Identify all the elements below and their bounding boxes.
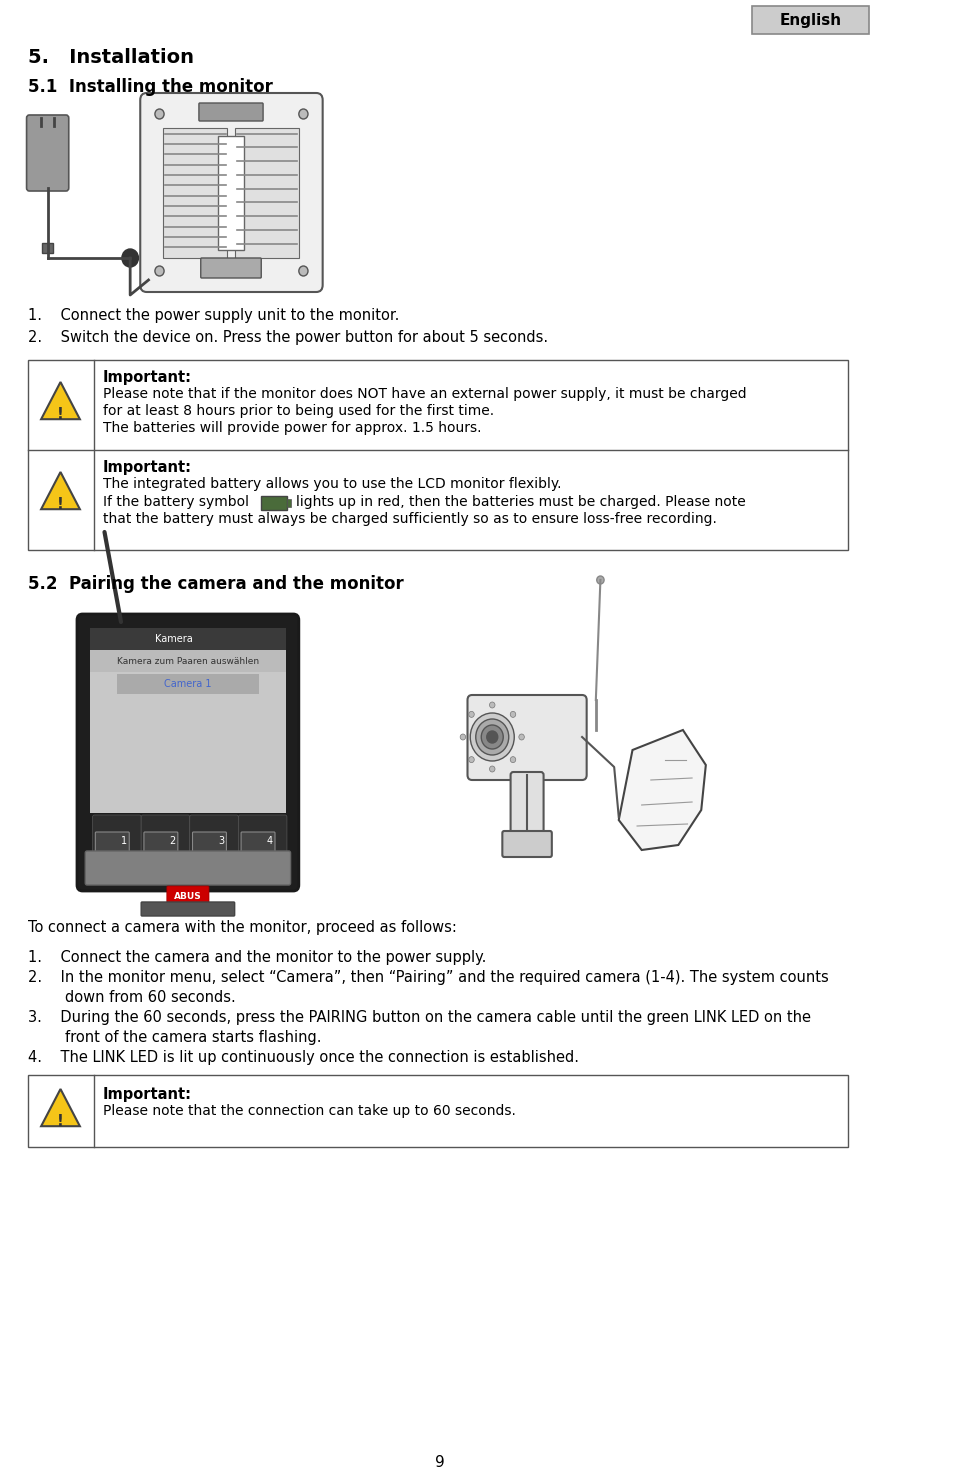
Circle shape [490, 703, 495, 708]
Circle shape [122, 249, 138, 267]
Circle shape [490, 766, 495, 772]
FancyBboxPatch shape [90, 813, 286, 868]
Circle shape [481, 725, 503, 748]
Polygon shape [41, 1089, 80, 1126]
Text: The batteries will provide power for approx. 1.5 hours.: The batteries will provide power for app… [103, 421, 481, 435]
FancyBboxPatch shape [144, 832, 178, 855]
FancyBboxPatch shape [141, 815, 190, 866]
Text: 4.    The LINK LED is lit up continuously once the connection is established.: 4. The LINK LED is lit up continuously o… [28, 1049, 579, 1066]
FancyBboxPatch shape [261, 496, 287, 511]
Circle shape [487, 731, 497, 742]
Polygon shape [41, 382, 80, 419]
Circle shape [511, 711, 516, 717]
FancyBboxPatch shape [218, 136, 244, 249]
Circle shape [470, 713, 515, 762]
FancyBboxPatch shape [90, 649, 286, 672]
Text: 2.    Switch the device on. Press the power button for about 5 seconds.: 2. Switch the device on. Press the power… [28, 331, 547, 345]
Text: 1: 1 [121, 835, 128, 846]
Text: ABUS: ABUS [174, 892, 202, 900]
FancyBboxPatch shape [752, 6, 869, 34]
Text: 2.    In the monitor menu, select “Camera”, then “Pairing” and the required came: 2. In the monitor menu, select “Camera”,… [28, 970, 828, 984]
Circle shape [468, 757, 474, 763]
Text: 9: 9 [435, 1455, 444, 1470]
FancyBboxPatch shape [234, 128, 299, 258]
FancyBboxPatch shape [201, 258, 261, 277]
Circle shape [597, 576, 604, 584]
Circle shape [460, 734, 466, 739]
FancyBboxPatch shape [193, 832, 227, 855]
Text: front of the camera starts flashing.: front of the camera starts flashing. [28, 1030, 321, 1045]
Circle shape [511, 757, 516, 763]
Circle shape [155, 266, 164, 276]
Text: !: ! [57, 1113, 64, 1129]
Text: Camera 1: Camera 1 [164, 679, 211, 689]
Text: Kamera: Kamera [156, 635, 193, 644]
Text: The integrated battery allows you to use the LCD monitor flexibly.: The integrated battery allows you to use… [103, 477, 562, 492]
Text: !: ! [57, 406, 64, 422]
Text: !: ! [57, 496, 64, 512]
Text: Important:: Important: [103, 461, 192, 475]
FancyBboxPatch shape [42, 244, 53, 252]
Text: To connect a camera with the monitor, proceed as follows:: To connect a camera with the monitor, pr… [28, 920, 456, 934]
Text: Kamera zum Paaren auswählen: Kamera zum Paaren auswählen [117, 657, 259, 666]
FancyBboxPatch shape [141, 902, 234, 917]
FancyBboxPatch shape [502, 831, 552, 858]
FancyBboxPatch shape [117, 675, 258, 694]
Text: 1.    Connect the power supply unit to the monitor.: 1. Connect the power supply unit to the … [28, 308, 398, 323]
Circle shape [299, 109, 308, 120]
Text: English: English [780, 12, 841, 28]
FancyBboxPatch shape [287, 499, 291, 506]
Text: 3: 3 [218, 835, 225, 846]
Text: that the battery must always be charged sufficiently so as to ensure loss-free r: that the battery must always be charged … [103, 512, 716, 525]
FancyBboxPatch shape [190, 815, 238, 866]
Text: 3.    During the 60 seconds, press the PAIRING button on the camera cable until : 3. During the 60 seconds, press the PAIR… [28, 1010, 810, 1024]
FancyBboxPatch shape [95, 832, 130, 855]
Text: 5.2  Pairing the camera and the monitor: 5.2 Pairing the camera and the monitor [28, 576, 403, 593]
FancyBboxPatch shape [140, 93, 323, 292]
Text: 4: 4 [267, 835, 273, 846]
Polygon shape [619, 731, 706, 850]
Text: Important:: Important: [103, 370, 192, 385]
FancyBboxPatch shape [238, 815, 287, 866]
Circle shape [155, 109, 164, 120]
FancyBboxPatch shape [199, 103, 263, 121]
Text: 2: 2 [170, 835, 176, 846]
Text: 5.   Installation: 5. Installation [28, 49, 194, 66]
FancyBboxPatch shape [241, 832, 275, 855]
FancyBboxPatch shape [28, 360, 848, 551]
FancyBboxPatch shape [167, 886, 209, 906]
Text: Please note that if the monitor does NOT have an external power supply, it must : Please note that if the monitor does NOT… [103, 387, 746, 401]
FancyBboxPatch shape [468, 695, 587, 779]
Polygon shape [41, 472, 80, 509]
FancyBboxPatch shape [90, 627, 286, 649]
Circle shape [468, 711, 474, 717]
FancyBboxPatch shape [28, 1075, 848, 1147]
Circle shape [518, 734, 524, 739]
FancyBboxPatch shape [90, 627, 286, 813]
FancyBboxPatch shape [85, 852, 291, 886]
Text: Please note that the connection can take up to 60 seconds.: Please note that the connection can take… [103, 1104, 516, 1117]
FancyBboxPatch shape [77, 614, 299, 892]
Text: 1.    Connect the camera and the monitor to the power supply.: 1. Connect the camera and the monitor to… [28, 951, 486, 965]
Circle shape [299, 266, 308, 276]
Circle shape [476, 719, 509, 756]
FancyBboxPatch shape [92, 815, 141, 866]
Text: 5.1  Installing the monitor: 5.1 Installing the monitor [28, 78, 273, 96]
Text: lights up in red, then the batteries must be charged. Please note: lights up in red, then the batteries mus… [296, 494, 746, 509]
FancyBboxPatch shape [511, 772, 543, 832]
Text: down from 60 seconds.: down from 60 seconds. [28, 990, 235, 1005]
Text: Important:: Important: [103, 1086, 192, 1103]
Text: for at least 8 hours prior to being used for the first time.: for at least 8 hours prior to being used… [103, 404, 493, 418]
FancyBboxPatch shape [163, 128, 228, 258]
Text: If the battery symbol: If the battery symbol [103, 494, 249, 509]
FancyBboxPatch shape [27, 115, 69, 190]
